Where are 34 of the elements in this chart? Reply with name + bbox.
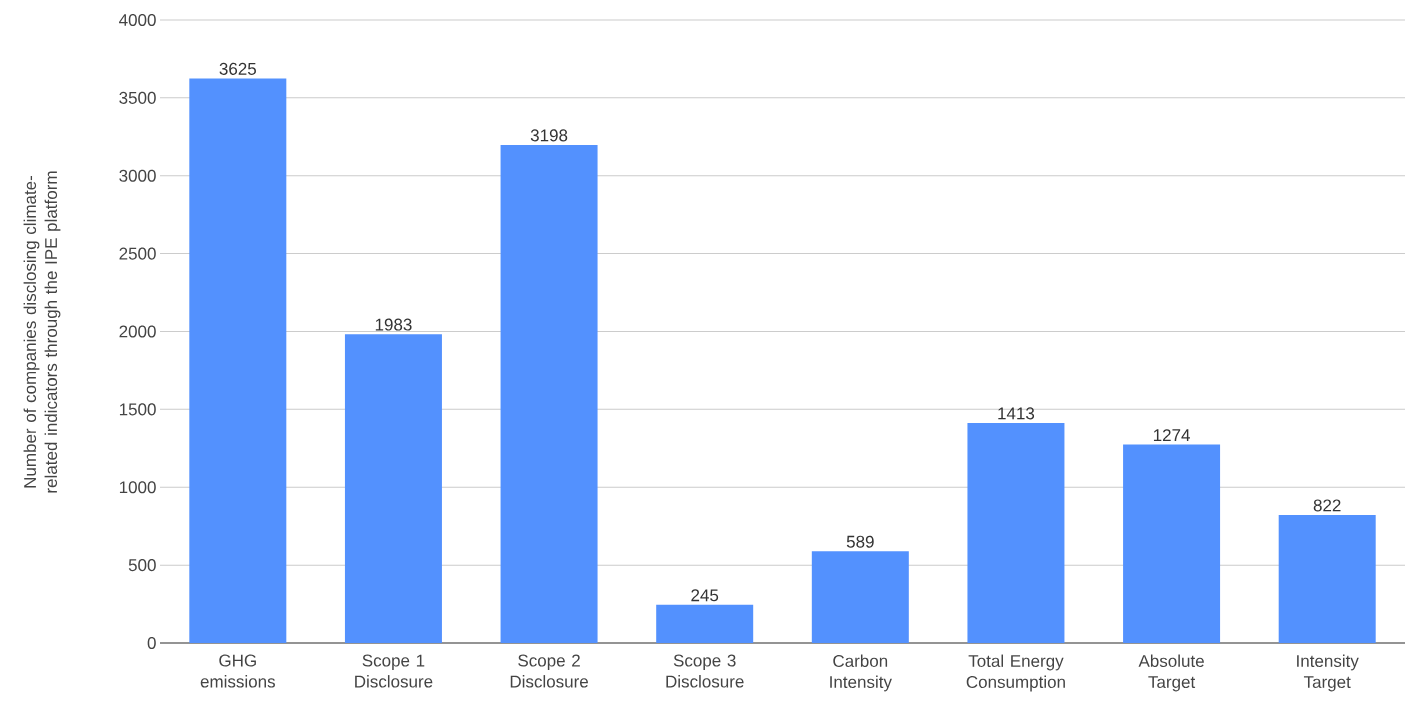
y-tick-label: 3500 [119, 91, 156, 104]
y-tick-label: 1500 [119, 403, 156, 416]
y-tick-label: 500 [128, 559, 156, 572]
bar [1123, 444, 1221, 643]
bar [967, 422, 1065, 643]
y-axis-title: Number of companies disclosing climate-related indicators through the IPE platform [23, 171, 61, 493]
bar [811, 551, 909, 643]
data-label: 1274 [1153, 429, 1190, 442]
x-tick-label: Absolute Target [1138, 654, 1204, 692]
x-tick-label: Intensity Target [1297, 654, 1359, 692]
bar [1278, 514, 1376, 643]
x-tick-label: Scope 1 Disclosure [355, 654, 433, 688]
bar [189, 78, 287, 643]
y-tick-label: 4000 [119, 13, 156, 27]
data-label: 3625 [219, 62, 256, 75]
bar [656, 604, 754, 643]
bar [344, 334, 442, 643]
x-tick-label: Total Energy Consumption [966, 654, 1065, 692]
y-tick-label: 3000 [119, 169, 156, 182]
x-tick-label: GHG emissions [200, 654, 275, 688]
data-label: 1413 [998, 407, 1035, 420]
y-tick-label: 2500 [119, 247, 156, 260]
data-label: 3198 [530, 129, 568, 142]
x-tick-label: Scope 2 Disclosure [510, 654, 588, 688]
data-label: 245 [691, 589, 719, 602]
x-tick-label: Carbon Intensity [830, 654, 892, 692]
x-tick-label: Scope 3 Disclosure [666, 654, 744, 688]
data-label: 589 [846, 535, 874, 548]
bar [500, 144, 598, 643]
y-tick-label: 2000 [119, 325, 156, 338]
y-tick-label: 0 [147, 636, 156, 650]
data-label: 822 [1313, 499, 1341, 512]
data-label: 1983 [375, 318, 412, 331]
y-tick-label: 1000 [119, 481, 156, 494]
